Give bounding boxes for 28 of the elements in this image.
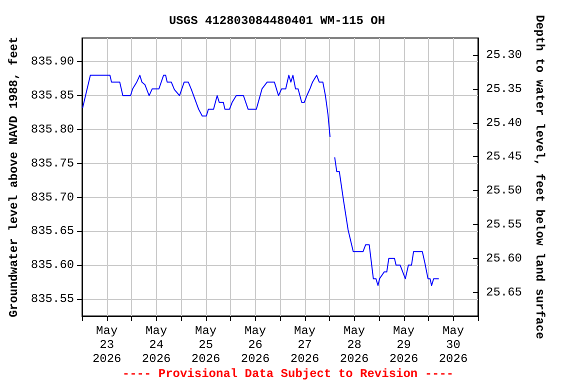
x-tick-label: May 28 2026	[340, 324, 369, 366]
x-tick-label: May 23 2026	[92, 324, 122, 366]
y-tick-label: 835.80	[30, 122, 74, 137]
x-tick-label: May 29 2026	[389, 324, 418, 366]
chart-title: USGS 412803084480401 WM-115 OH	[168, 14, 386, 28]
y-axis-title: Groundwater level above NAVD 1988, feet	[7, 36, 21, 318]
x-tick-label: May 24 2026	[142, 324, 171, 366]
y2-tick-label: 25.40	[486, 116, 522, 130]
x-tick-label: May 25 2026	[191, 324, 220, 366]
y2-axis-title: Depth to water level, feet below land surface	[532, 14, 546, 340]
y-tick-label: 835.85	[30, 88, 74, 103]
x-tick-label: May 30 2026	[438, 324, 468, 366]
y-tick-label: 835.55	[30, 292, 74, 306]
y2-tick-label: 25.35	[486, 82, 522, 96]
y2-tick-label: 25.30	[486, 48, 522, 62]
y2-tick-label: 25.65	[486, 285, 522, 300]
y-tick-label: 835.65	[30, 224, 74, 238]
x-tick-label: May 27 2026	[290, 324, 320, 366]
y-tick-label: 835.75	[30, 156, 74, 170]
x-tick-label: May 26 2026	[240, 324, 270, 366]
y-tick-label: 835.90	[30, 54, 74, 69]
y-tick-label: 835.60	[30, 258, 74, 272]
y2-tick-label: 25.55	[486, 217, 522, 232]
y-tick-label: 835.70	[30, 190, 74, 204]
y2-tick-label: 25.50	[486, 184, 522, 198]
text: ---- Provisional Data Subject to Revision ----	[122, 367, 454, 381]
y2-tick-label: 25.45	[486, 150, 522, 164]
y2-tick-label: 25.60	[486, 251, 522, 266]
